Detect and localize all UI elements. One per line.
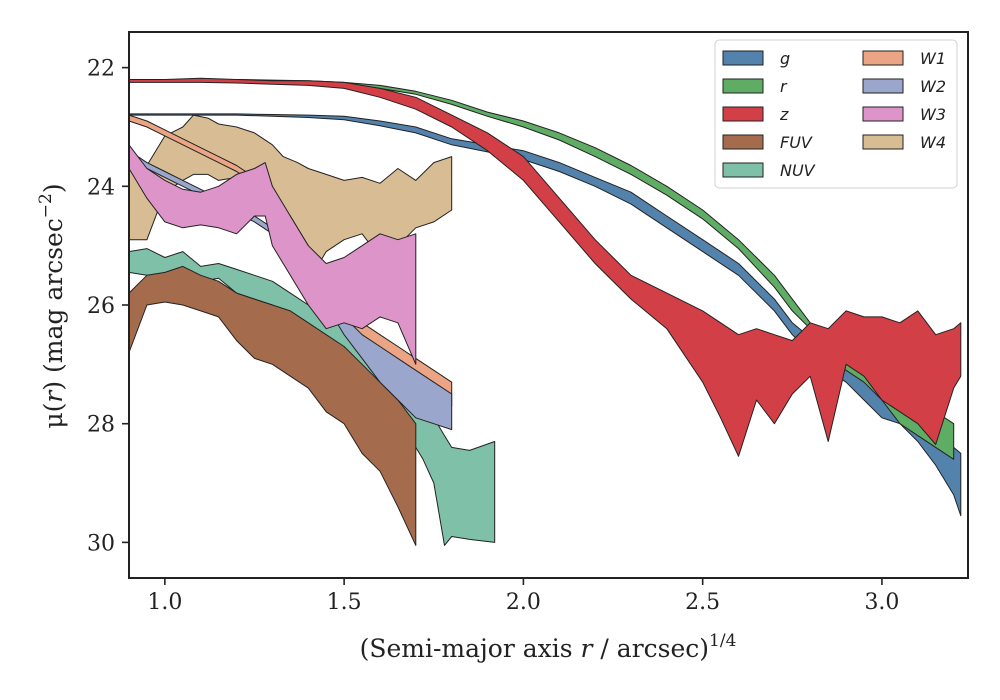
y-tick-label: 26 xyxy=(87,294,115,319)
y-tick-label: 28 xyxy=(87,413,115,438)
legend-label-g: g xyxy=(780,49,790,68)
x-tick-label: 2.0 xyxy=(506,590,541,615)
legend-swatch-w2 xyxy=(862,78,904,94)
x-tick-label: 3.0 xyxy=(864,590,899,615)
legend-swatch-g xyxy=(722,50,764,66)
legend-label-w1: W1 xyxy=(920,49,946,68)
y-tick-label: 30 xyxy=(87,531,115,556)
legend-label-fuv: FUV xyxy=(780,133,813,152)
y-tick-label: 22 xyxy=(87,57,115,82)
legend-swatch-w4 xyxy=(862,134,904,150)
x-axis-label: (Semi-major axis r / arcsec)1/4 xyxy=(360,631,737,663)
legend-label-w2: W2 xyxy=(920,77,946,96)
y-tick-label: 24 xyxy=(87,175,115,200)
x-axis-ticks: 1.0 1.5 2.0 2.5 3.0 xyxy=(147,578,899,615)
y-axis-label: μ(r) (mag arcsec−2) xyxy=(36,183,68,428)
legend-box xyxy=(714,39,958,189)
legend-swatch-w3 xyxy=(862,106,904,122)
x-tick-label: 2.5 xyxy=(685,590,720,615)
band-fuv xyxy=(128,265,417,546)
legend-label-nuv: NUV xyxy=(780,161,816,180)
y-axis-ticks: 22 24 26 28 30 xyxy=(87,57,129,556)
band-z xyxy=(128,77,962,457)
legend-swatch-r xyxy=(722,78,764,94)
legend-label-r: r xyxy=(780,77,788,96)
legend-swatch-nuv xyxy=(722,162,764,178)
profile-bands xyxy=(128,77,962,546)
legend-label-w3: W3 xyxy=(920,105,946,124)
band-w3 xyxy=(128,144,417,365)
legend-label-w4: W4 xyxy=(920,133,946,152)
legend-swatch-fuv xyxy=(722,134,764,150)
legend-swatch-z xyxy=(722,106,764,122)
x-tick-label: 1.0 xyxy=(147,590,182,615)
x-tick-label: 1.5 xyxy=(327,590,362,615)
legend-label-z: z xyxy=(779,105,789,124)
band-r xyxy=(128,79,955,460)
legend: grz FUV NUV W1 W2 W3 W4 xyxy=(714,39,958,189)
legend-swatch-w1 xyxy=(862,50,904,66)
